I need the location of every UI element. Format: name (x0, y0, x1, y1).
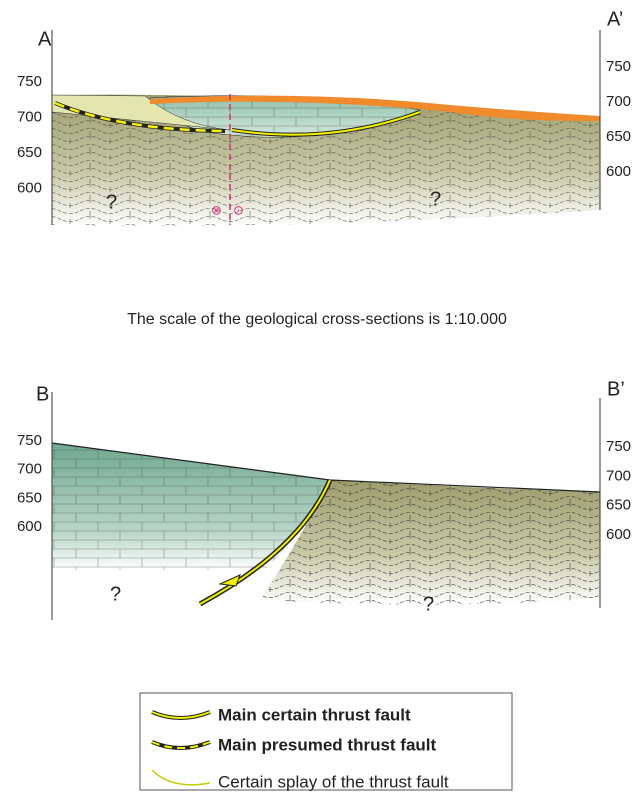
thrust-tooth (218, 574, 241, 587)
unknown-label: ? (106, 191, 117, 213)
elevation-label: 700 (606, 93, 631, 110)
elevation-label: 700 (17, 108, 42, 125)
legend-symbol (151, 741, 211, 749)
scale-note: The scale of the geological cross-sectio… (127, 311, 507, 328)
section-label: A’ (607, 8, 623, 30)
elevation-label: 600 (17, 179, 42, 196)
unknown-label: ? (423, 593, 434, 615)
elevation-label: 600 (606, 526, 631, 543)
elevation-label: 650 (606, 128, 631, 145)
legend-label: Main certain thrust fault (218, 705, 411, 724)
section-label: B (36, 383, 49, 405)
section-b: B B’ ? ? (36, 378, 625, 620)
elevation-label: 650 (17, 489, 42, 506)
legend-symbol (151, 769, 211, 786)
legend-box (139, 692, 513, 791)
elevation-label: 750 (17, 432, 42, 449)
kinematic-symbol: ⊙ (233, 202, 244, 217)
strata-pattern (52, 94, 600, 226)
certain-fault (231, 111, 421, 136)
legend-label: Certain splay of the thrust fault (218, 772, 449, 791)
section-label: B’ (607, 378, 625, 400)
elevation-label: 750 (606, 58, 631, 75)
section-a: A A’ ? ? ⊗ ⊙ (38, 8, 623, 226)
certain-fault (199, 479, 331, 605)
legend: Main certain thrust fault Main presumed … (139, 692, 513, 791)
legend-symbol (151, 711, 211, 719)
elevation-label: 700 (606, 467, 631, 484)
elevation-label: 700 (17, 461, 42, 478)
lens-pattern (150, 95, 420, 138)
elevation-label: 750 (606, 438, 631, 455)
section-label: A (38, 28, 52, 50)
unknown-label: ? (430, 188, 441, 210)
elevation-label: 650 (17, 144, 42, 161)
kinematic-symbol: ⊗ (211, 202, 222, 217)
elevation-label: 750 (17, 73, 42, 90)
presumed-fault (54, 101, 226, 133)
elevation-label: 650 (606, 497, 631, 514)
legend-label: Main presumed thrust fault (218, 735, 437, 754)
strata-pattern (260, 480, 600, 605)
cover (150, 95, 600, 122)
elevation-label: 600 (606, 163, 631, 180)
elevation-label: 600 (17, 518, 42, 535)
unknown-label: ? (110, 583, 121, 605)
block-pattern (52, 443, 330, 570)
